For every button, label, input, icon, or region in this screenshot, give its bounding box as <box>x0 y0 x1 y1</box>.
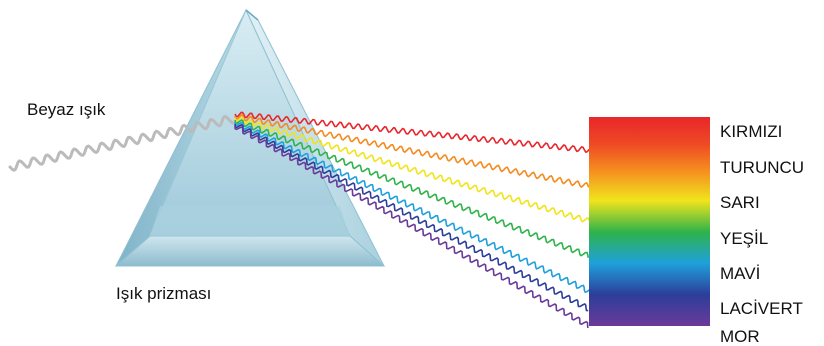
spectrum-bar <box>589 117 710 326</box>
ray-blue <box>234 121 591 294</box>
spectrum-label-yellow: SARI <box>720 193 760 212</box>
ray-yellow <box>234 116 590 223</box>
white-light-label: Beyaz ışık <box>27 100 106 119</box>
ray-red <box>234 111 590 154</box>
prism-lower-band <box>150 206 350 236</box>
spectrum-label-violet: MOR <box>720 327 760 346</box>
ray-orange <box>234 114 590 189</box>
spectrum-label-green: YEŞİL <box>720 229 769 248</box>
ray-indigo <box>234 123 589 312</box>
spectrum-label-blue: MAVİ <box>720 264 761 283</box>
ray-green <box>234 119 590 258</box>
spectrum-label-orange: TURUNCU <box>720 158 805 177</box>
spectrum-rays <box>234 111 591 329</box>
spectrum-label-indigo: LACİVERT <box>720 299 803 318</box>
white-light-wave <box>8 114 235 172</box>
prism-label: Işık prizması <box>116 284 212 303</box>
prism-base-face <box>114 235 386 267</box>
prism <box>114 8 386 267</box>
spectrum-label-red: KIRMIZI <box>720 122 783 141</box>
ray-violet <box>234 125 589 329</box>
